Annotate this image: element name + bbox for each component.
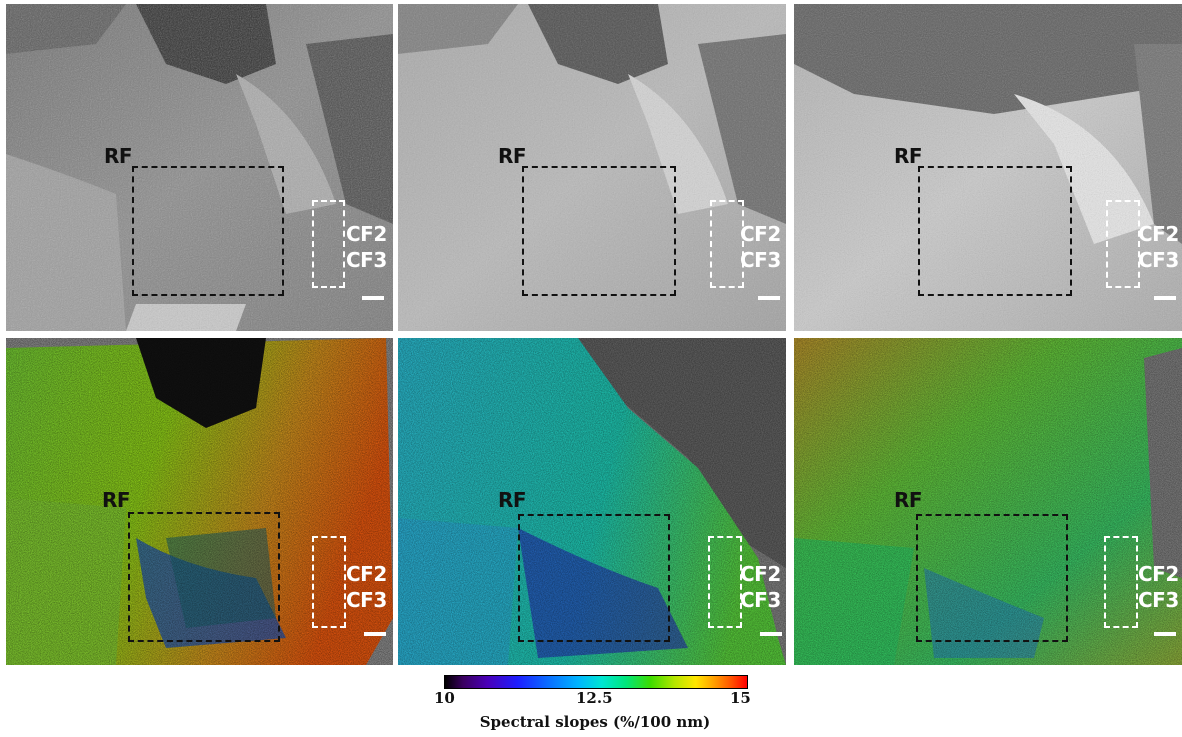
label-cf3: CF3 (740, 248, 781, 272)
region-box-rf (132, 166, 284, 296)
label-rf: RF (498, 488, 527, 512)
spectral-slope-map (794, 338, 1182, 665)
region-box-cf (312, 200, 345, 288)
panel-top-middle: RF CF2 CF3 (398, 4, 786, 331)
panel-bottom-right: RF CF2 CF3 (794, 338, 1182, 665)
panel-bottom-middle: RF CF2 CF3 (398, 338, 786, 665)
region-box-cf (312, 536, 346, 628)
label-rf: RF (102, 488, 131, 512)
scale-bar (1154, 296, 1176, 300)
colorbar-min-label: 10 (434, 689, 455, 707)
label-cf2: CF2 (1138, 222, 1179, 246)
region-box-rf (518, 514, 670, 642)
label-cf3: CF3 (346, 588, 387, 612)
region-box-rf (522, 166, 676, 296)
scale-bar (760, 632, 782, 636)
colorbar-gradient (444, 675, 748, 689)
label-cf3: CF3 (346, 248, 387, 272)
label-cf3: CF3 (1138, 588, 1179, 612)
label-cf3: CF3 (740, 588, 781, 612)
label-rf: RF (894, 144, 923, 168)
spectral-slope-map (398, 338, 786, 665)
scale-bar (758, 296, 780, 300)
region-box-cf (708, 536, 742, 628)
region-box-cf (1104, 536, 1138, 628)
panel-top-right: RF CF2 CF3 (794, 4, 1182, 331)
colorbar-max-label: 15 (730, 689, 751, 707)
region-box-rf (916, 514, 1068, 642)
colorbar-mid-label: 12.5 (576, 689, 613, 707)
region-box-rf (128, 512, 280, 642)
label-cf2: CF2 (346, 222, 387, 246)
region-box-rf (918, 166, 1072, 296)
colorbar-title: Spectral slopes (%/100 nm) (479, 713, 711, 731)
label-cf2: CF2 (740, 562, 781, 586)
scale-bar (362, 296, 384, 300)
scale-bar (1154, 632, 1176, 636)
panel-top-left: RF CF2 CF3 (6, 4, 393, 331)
region-box-cf (710, 200, 744, 288)
label-rf: RF (104, 144, 133, 168)
scale-bar (364, 632, 386, 636)
label-rf: RF (498, 144, 527, 168)
region-box-cf (1106, 200, 1140, 288)
label-cf2: CF2 (740, 222, 781, 246)
label-cf2: CF2 (1138, 562, 1179, 586)
colorbar-legend: 10 12.5 15 Spectral slopes (%/100 nm) (434, 675, 751, 735)
label-cf3: CF3 (1138, 248, 1179, 272)
spectral-slope-map (6, 338, 393, 665)
label-rf: RF (894, 488, 923, 512)
grayscale-surface-image (794, 4, 1182, 331)
label-cf2: CF2 (346, 562, 387, 586)
panel-bottom-left: RF CF2 CF3 (6, 338, 393, 665)
